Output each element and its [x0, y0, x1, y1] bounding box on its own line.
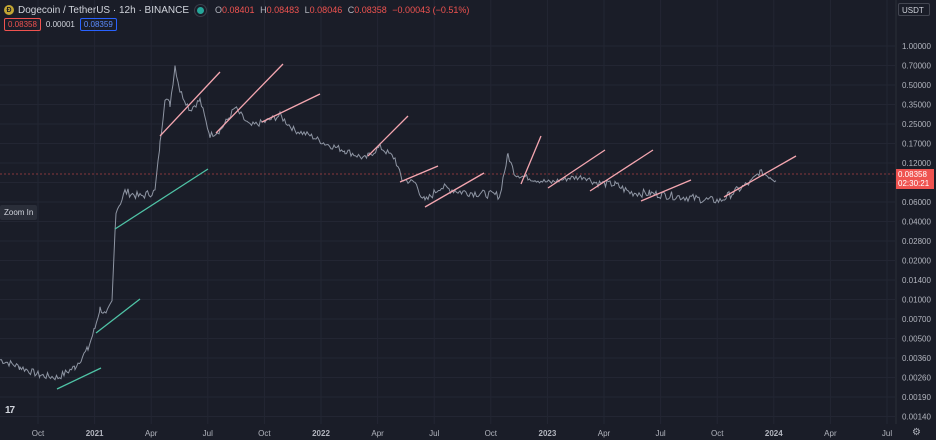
- trendline: [159, 71, 221, 137]
- price-tick-label: 0.70000: [902, 62, 931, 71]
- price-tick-label: 0.01400: [902, 276, 931, 285]
- dogecoin-icon: Ð: [4, 5, 14, 15]
- time-tick-label: Apr: [145, 429, 158, 438]
- price-tick-label: 0.00700: [902, 315, 931, 324]
- time-tick-label: Jul: [882, 429, 892, 438]
- price-tick-label: 1.00000: [902, 42, 931, 51]
- price-tick-label: 0.04000: [902, 218, 931, 227]
- time-tick-label: Oct: [32, 429, 45, 438]
- ask-button[interactable]: 0.08359: [79, 18, 117, 31]
- trendline: [215, 63, 284, 134]
- currency-select[interactable]: USDT: [898, 3, 930, 16]
- current-price-value: 0.08358: [898, 170, 927, 179]
- chart-legend: Ð Dogecoin / TetherUS · 12h · BINANCE O0…: [4, 2, 469, 18]
- spread-value: 0.00001: [45, 20, 75, 29]
- current-price-label: 0.08358 02:30:21: [896, 169, 934, 189]
- price-tick-label: 0.00260: [902, 374, 931, 383]
- price-tick-label: 0.00360: [902, 354, 931, 363]
- price-tick-label: 0.25000: [902, 120, 931, 129]
- trendline: [114, 168, 209, 230]
- open-value: 0.08401: [222, 5, 255, 15]
- high-value: 0.08483: [266, 5, 300, 15]
- price-tick-label: 0.00500: [902, 335, 931, 344]
- trendline: [367, 115, 409, 157]
- change-value: −0.00043 (−0.51%): [392, 5, 470, 15]
- low-value: 0.08046: [309, 5, 343, 15]
- price-tick-label: 0.00140: [902, 413, 931, 422]
- time-tick-label: 2022: [312, 429, 330, 438]
- price-tick-label: 0.50000: [902, 81, 931, 90]
- close-value: 0.08358: [354, 5, 387, 15]
- time-tick-label: Oct: [711, 429, 724, 438]
- price-scale: 1.00000 0.70000 0.50000 0.35000 0.25000 0.170…: [895, 0, 931, 424]
- trendline: [399, 165, 439, 183]
- time-tick-label: Jul: [429, 429, 439, 438]
- time-tick-label: 2023: [539, 429, 557, 438]
- price-tick-label: 0.02000: [902, 257, 931, 266]
- time-tick-label: Jul: [655, 429, 665, 438]
- price-tick-label: 0.01000: [902, 296, 931, 305]
- price-tick-label: 0.17000: [902, 140, 931, 149]
- chart-grid: [0, 0, 895, 424]
- trendlines: [56, 63, 797, 390]
- trendline: [56, 367, 102, 390]
- time-tick-label: Oct: [258, 429, 271, 438]
- time-tick-label: Apr: [598, 429, 611, 438]
- bar-countdown: 02:30:21: [898, 179, 930, 188]
- price-tick-label: 0.06000: [902, 198, 931, 207]
- tradingview-logo[interactable]: 17: [5, 405, 15, 416]
- price-tick-label: 0.12000: [902, 159, 931, 168]
- ohlc-values: O0.08401 H0.08483 L0.08046 C0.08358 −0.0…: [215, 5, 470, 15]
- price-tick-label: 0.02800: [902, 237, 931, 246]
- market-status-icon: [197, 6, 205, 14]
- price-tick-label: 0.00190: [902, 393, 931, 402]
- trendline: [261, 93, 321, 123]
- price-series-line: [0, 65, 777, 381]
- time-tick-label: Apr: [824, 429, 837, 438]
- trendline: [424, 172, 485, 208]
- price-tick-label: 0.35000: [902, 101, 931, 110]
- trendline: [589, 149, 654, 192]
- bid-ask-row: 0.08358 0.00001 0.08359: [4, 18, 117, 31]
- gear-icon[interactable]: ⚙: [912, 427, 921, 438]
- time-tick-label: 2024: [765, 429, 783, 438]
- trendline: [95, 298, 141, 334]
- time-tick-label: Jul: [203, 429, 213, 438]
- zoom-in-tooltip[interactable]: Zoom In: [0, 205, 38, 220]
- time-tick-label: 2021: [86, 429, 104, 438]
- time-axis: Oct 2021 Apr Jul Oct 2022 Apr Jul Oct 2023 Apr Jul O…: [32, 429, 893, 438]
- trendline: [520, 135, 542, 185]
- symbol-title[interactable]: Dogecoin / TetherUS · 12h · BINANCE: [18, 4, 190, 16]
- trendline: [723, 155, 797, 198]
- trendline: [640, 179, 692, 202]
- bid-button[interactable]: 0.08358: [4, 18, 41, 31]
- trendline: [547, 149, 606, 189]
- time-tick-label: Oct: [485, 429, 498, 438]
- time-tick-label: Apr: [371, 429, 384, 438]
